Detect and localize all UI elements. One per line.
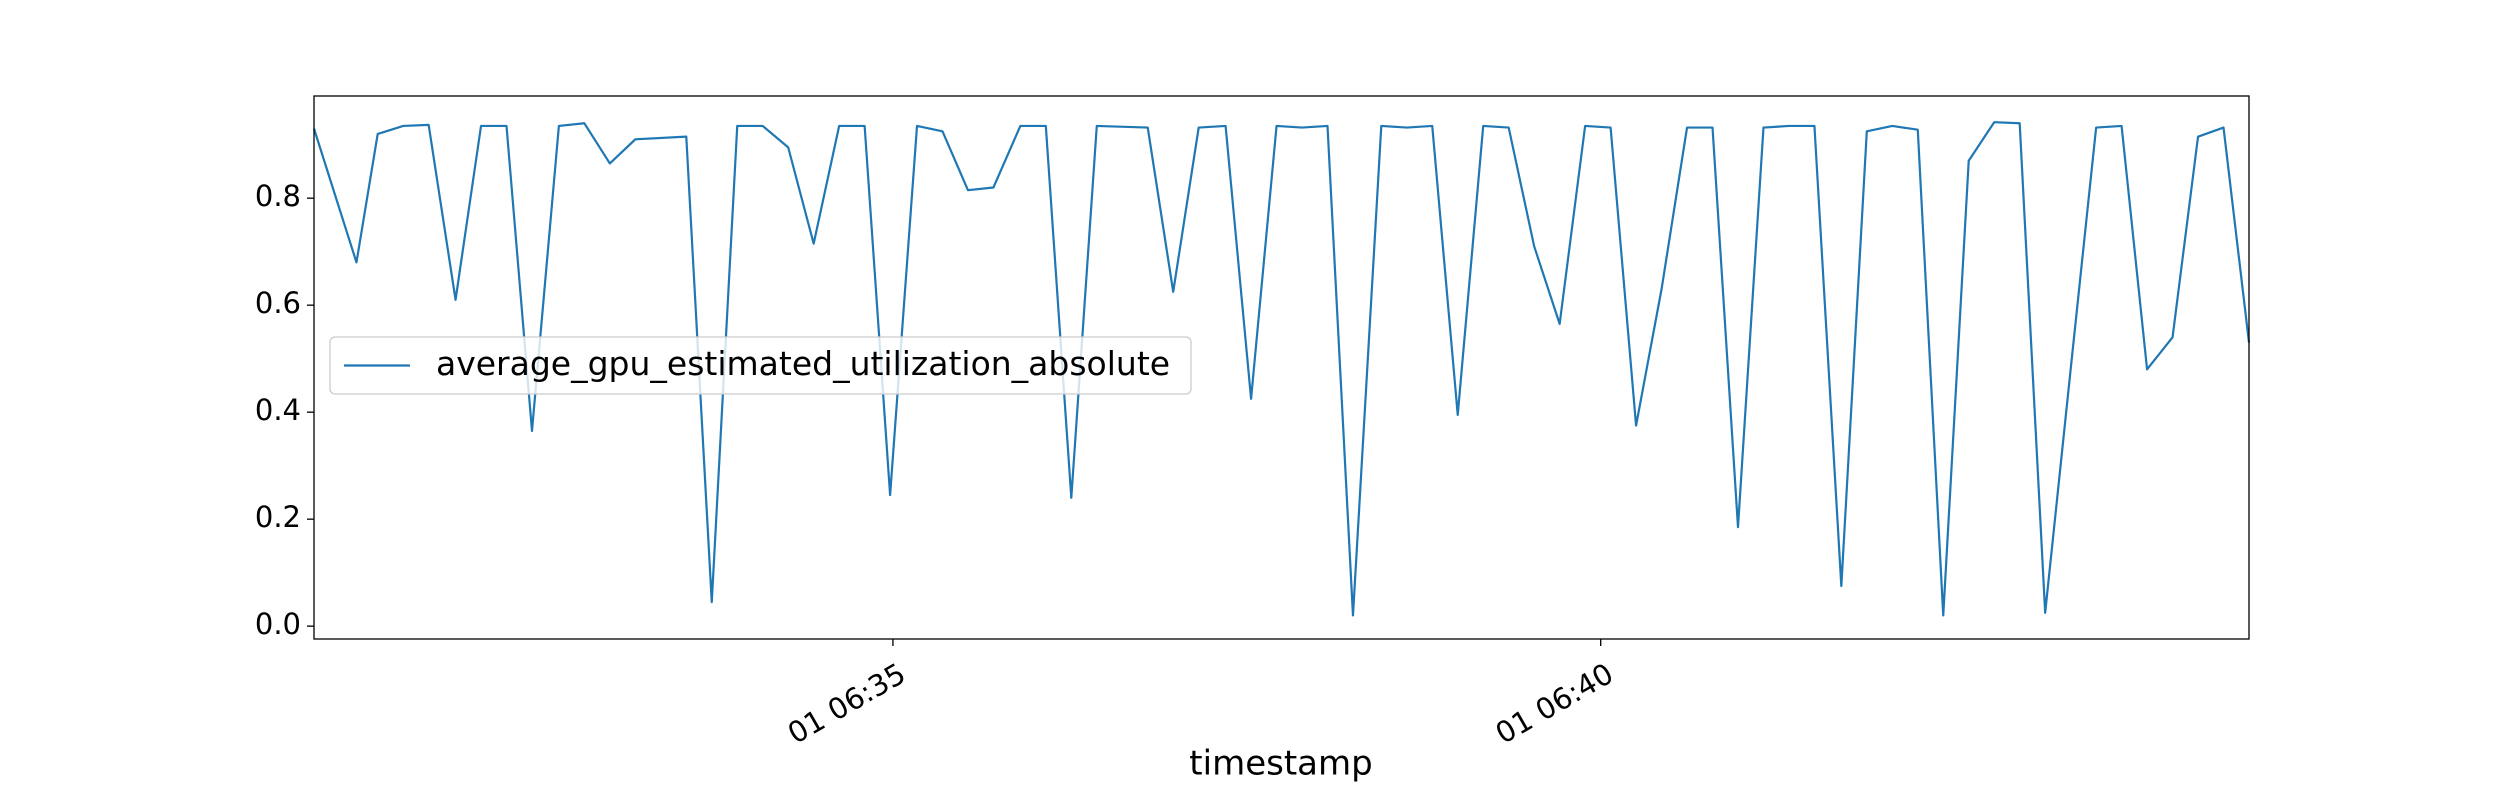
y-tick-label: 0.0 [255,607,301,641]
legend-label: average_gpu_estimated_utilization_absolu… [436,344,1170,383]
legend-frame [329,336,1192,395]
x-tick-label: 01 06:35 [782,656,911,750]
x-axis-label: timestamp [1189,744,1372,784]
x-tick-label: 01 06:40 [1490,656,1619,750]
data-line [312,121,2251,617]
y-tick-label: 0.6 [255,286,301,320]
plot-frame [313,95,2250,640]
y-tick-label: 0.4 [255,393,301,427]
legend: average_gpu_estimated_utilization_absolu… [329,336,1192,395]
y-tick-label: 0.8 [255,179,301,213]
y-tick-label: 0.2 [255,500,301,534]
